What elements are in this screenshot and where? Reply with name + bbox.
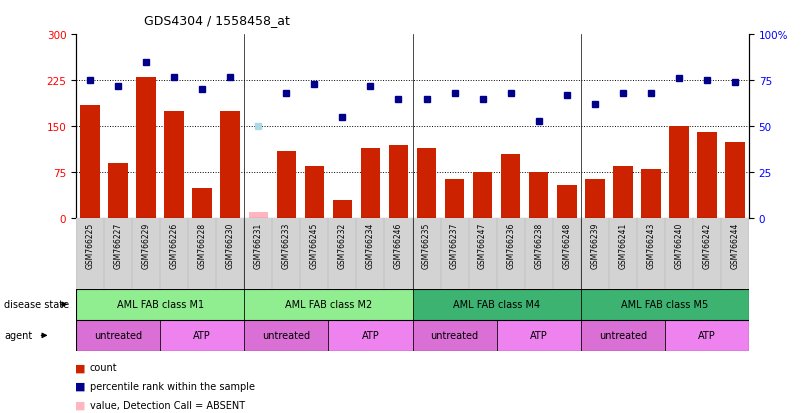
- Bar: [388, 145, 409, 219]
- Text: ■: ■: [74, 363, 86, 373]
- Bar: [220, 112, 240, 219]
- Bar: [76, 320, 160, 351]
- Text: GSM766248: GSM766248: [562, 222, 571, 268]
- Text: GSM766229: GSM766229: [142, 222, 151, 268]
- Text: ATP: ATP: [193, 330, 211, 341]
- Bar: [413, 320, 497, 351]
- Text: untreated: untreated: [430, 330, 479, 341]
- Text: GSM766233: GSM766233: [282, 222, 291, 269]
- Bar: [417, 148, 437, 219]
- Bar: [445, 179, 465, 219]
- Text: GSM766239: GSM766239: [590, 222, 599, 269]
- Text: GSM766240: GSM766240: [674, 222, 683, 269]
- Text: GSM766237: GSM766237: [450, 222, 459, 269]
- Bar: [497, 320, 581, 351]
- Bar: [557, 185, 577, 219]
- Text: GSM766230: GSM766230: [226, 222, 235, 269]
- Bar: [613, 167, 633, 219]
- Bar: [76, 289, 244, 320]
- Bar: [164, 112, 184, 219]
- Bar: [473, 173, 493, 219]
- Bar: [585, 179, 605, 219]
- Bar: [501, 154, 521, 219]
- Bar: [581, 289, 749, 320]
- Text: untreated: untreated: [262, 330, 311, 341]
- Bar: [725, 142, 745, 219]
- Text: ATP: ATP: [529, 330, 548, 341]
- Bar: [192, 188, 212, 219]
- Text: AML FAB class M5: AML FAB class M5: [622, 299, 708, 310]
- Text: count: count: [90, 363, 117, 373]
- Text: GSM766236: GSM766236: [506, 222, 515, 269]
- Bar: [244, 289, 413, 320]
- Text: GSM766227: GSM766227: [114, 222, 123, 268]
- Text: GSM766232: GSM766232: [338, 222, 347, 268]
- Text: GSM766238: GSM766238: [534, 222, 543, 268]
- Bar: [276, 152, 296, 219]
- Text: GSM766244: GSM766244: [731, 222, 739, 269]
- Text: AML FAB class M1: AML FAB class M1: [117, 299, 203, 310]
- Bar: [328, 320, 413, 351]
- Bar: [641, 170, 661, 219]
- Bar: [304, 167, 324, 219]
- Text: GSM766226: GSM766226: [170, 222, 179, 268]
- Text: GDS4304 / 1558458_at: GDS4304 / 1558458_at: [144, 14, 290, 27]
- Text: GSM766245: GSM766245: [310, 222, 319, 269]
- Text: AML FAB class M4: AML FAB class M4: [453, 299, 540, 310]
- Bar: [160, 320, 244, 351]
- Text: GSM766241: GSM766241: [618, 222, 627, 268]
- Text: disease state: disease state: [4, 299, 69, 310]
- Bar: [529, 173, 549, 219]
- Text: GSM766234: GSM766234: [366, 222, 375, 269]
- Text: GSM766247: GSM766247: [478, 222, 487, 269]
- Bar: [665, 320, 749, 351]
- Text: ATP: ATP: [698, 330, 716, 341]
- Text: percentile rank within the sample: percentile rank within the sample: [90, 381, 255, 391]
- Bar: [669, 127, 689, 219]
- Text: GSM766243: GSM766243: [646, 222, 655, 269]
- Bar: [581, 320, 665, 351]
- Text: GSM766246: GSM766246: [394, 222, 403, 269]
- Text: ■: ■: [74, 381, 86, 391]
- Text: untreated: untreated: [94, 330, 143, 341]
- Bar: [136, 78, 156, 219]
- Text: untreated: untreated: [598, 330, 647, 341]
- Text: GSM766225: GSM766225: [86, 222, 95, 268]
- Bar: [248, 213, 268, 219]
- Bar: [413, 289, 581, 320]
- Text: ■: ■: [74, 400, 86, 410]
- Text: GSM766228: GSM766228: [198, 222, 207, 268]
- Bar: [332, 201, 352, 219]
- Text: GSM766235: GSM766235: [422, 222, 431, 269]
- Bar: [697, 133, 717, 219]
- Text: GSM766242: GSM766242: [702, 222, 711, 268]
- Bar: [360, 148, 380, 219]
- Text: ATP: ATP: [361, 330, 380, 341]
- Bar: [108, 164, 128, 219]
- Bar: [244, 320, 328, 351]
- Bar: [80, 106, 100, 219]
- Text: value, Detection Call = ABSENT: value, Detection Call = ABSENT: [90, 400, 245, 410]
- Text: GSM766231: GSM766231: [254, 222, 263, 268]
- Text: agent: agent: [4, 330, 32, 341]
- Text: AML FAB class M2: AML FAB class M2: [285, 299, 372, 310]
